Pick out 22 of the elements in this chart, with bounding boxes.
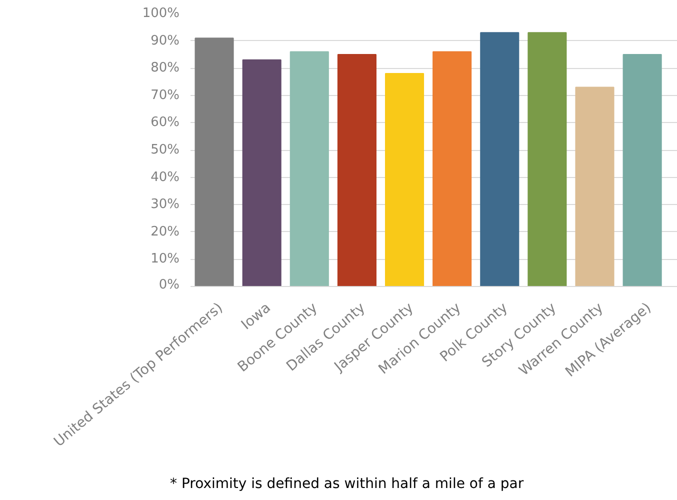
bar xyxy=(384,73,424,286)
bar xyxy=(575,86,614,286)
y-tick-label: 80% xyxy=(150,60,180,76)
bar xyxy=(622,54,662,286)
bar xyxy=(337,54,376,286)
y-tick-label: 100% xyxy=(142,6,180,21)
y-tick-label: 20% xyxy=(150,224,180,240)
y-tick-label: 40% xyxy=(150,170,180,185)
bar xyxy=(480,32,520,286)
bar xyxy=(290,51,329,286)
y-tick-label: 30% xyxy=(150,197,180,212)
bar xyxy=(528,32,567,286)
y-tick-label: 0% xyxy=(158,278,180,292)
annotation: * Proximity is defined as within half a mile of a par xyxy=(170,475,524,494)
bar xyxy=(432,51,472,286)
y-tick-label: 70% xyxy=(150,88,180,103)
y-tick-label: 10% xyxy=(150,252,180,267)
y-tick-label: 60% xyxy=(150,115,180,130)
y-tick-label: 50% xyxy=(150,142,180,158)
y-tick-label: 90% xyxy=(150,33,180,48)
bar xyxy=(242,59,282,286)
bar xyxy=(194,38,234,286)
